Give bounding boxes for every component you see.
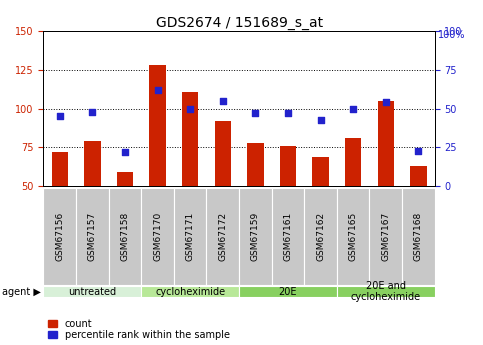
Point	[88, 109, 96, 115]
Bar	[84, 141, 100, 186]
Point	[154, 87, 161, 93]
Point	[121, 149, 129, 155]
Text: agent ▶: agent ▶	[2, 287, 41, 296]
Bar	[280, 146, 296, 186]
Bar	[378, 101, 394, 186]
FancyBboxPatch shape	[239, 286, 337, 297]
Title: GDS2674 / 151689_s_at: GDS2674 / 151689_s_at	[156, 16, 323, 30]
Bar	[247, 143, 264, 186]
Text: untreated: untreated	[68, 287, 116, 296]
Text: GSM67167: GSM67167	[381, 212, 390, 261]
Bar	[410, 166, 426, 186]
Bar	[117, 172, 133, 186]
Text: 20E: 20E	[279, 287, 297, 296]
Point	[56, 114, 64, 119]
FancyBboxPatch shape	[337, 188, 369, 285]
Point	[219, 98, 227, 104]
FancyBboxPatch shape	[239, 188, 271, 285]
FancyBboxPatch shape	[109, 188, 141, 285]
Text: GSM67170: GSM67170	[153, 212, 162, 261]
Text: 20E and
cycloheximide: 20E and cycloheximide	[351, 281, 421, 302]
FancyBboxPatch shape	[141, 286, 239, 297]
Text: 100%: 100%	[438, 30, 465, 40]
Text: cycloheximide: cycloheximide	[155, 287, 225, 296]
FancyBboxPatch shape	[271, 188, 304, 285]
Text: GSM67157: GSM67157	[88, 212, 97, 261]
Point	[186, 106, 194, 111]
FancyBboxPatch shape	[174, 188, 207, 285]
Bar	[149, 65, 166, 186]
FancyBboxPatch shape	[337, 286, 435, 297]
Text: GSM67156: GSM67156	[55, 212, 64, 261]
Point	[252, 110, 259, 116]
FancyBboxPatch shape	[207, 188, 239, 285]
Text: GSM67159: GSM67159	[251, 212, 260, 261]
Bar	[313, 157, 329, 186]
Point	[414, 148, 422, 153]
FancyBboxPatch shape	[43, 188, 76, 285]
Bar	[182, 91, 199, 186]
FancyBboxPatch shape	[141, 188, 174, 285]
FancyBboxPatch shape	[76, 188, 109, 285]
Bar	[52, 152, 68, 186]
Text: GSM67168: GSM67168	[414, 212, 423, 261]
FancyBboxPatch shape	[369, 188, 402, 285]
FancyBboxPatch shape	[304, 188, 337, 285]
Point	[284, 110, 292, 116]
Text: GSM67171: GSM67171	[185, 212, 195, 261]
Text: GSM67162: GSM67162	[316, 212, 325, 261]
Point	[349, 106, 357, 111]
FancyBboxPatch shape	[402, 188, 435, 285]
Point	[382, 100, 390, 105]
Text: GSM67158: GSM67158	[120, 212, 129, 261]
Legend: count, percentile rank within the sample: count, percentile rank within the sample	[48, 319, 230, 340]
Text: GSM67161: GSM67161	[284, 212, 293, 261]
Text: GSM67165: GSM67165	[349, 212, 358, 261]
Text: GSM67172: GSM67172	[218, 212, 227, 261]
Bar	[214, 121, 231, 186]
FancyBboxPatch shape	[43, 286, 141, 297]
Bar	[345, 138, 361, 186]
Point	[317, 117, 325, 122]
